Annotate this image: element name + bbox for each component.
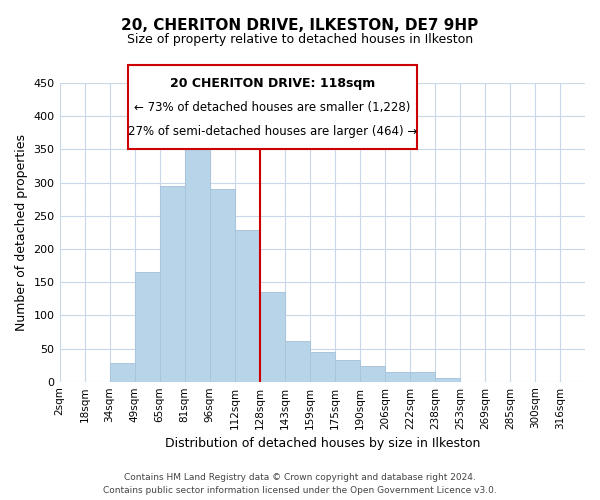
Text: ← 73% of detached houses are smaller (1,228): ← 73% of detached houses are smaller (1,…	[134, 101, 410, 114]
Text: 27% of semi-detached houses are larger (464) →: 27% of semi-detached houses are larger (…	[128, 125, 417, 138]
Bar	[185, 136, 209, 382]
Text: Size of property relative to detached houses in Ilkeston: Size of property relative to detached ho…	[127, 32, 473, 46]
Bar	[160, 186, 185, 382]
FancyBboxPatch shape	[128, 65, 417, 149]
Y-axis label: Number of detached properties: Number of detached properties	[15, 134, 28, 331]
Bar	[410, 372, 435, 382]
Text: 20 CHERITON DRIVE: 118sqm: 20 CHERITON DRIVE: 118sqm	[170, 77, 375, 90]
Text: 20, CHERITON DRIVE, ILKESTON, DE7 9HP: 20, CHERITON DRIVE, ILKESTON, DE7 9HP	[121, 18, 479, 32]
Bar	[435, 378, 460, 382]
Bar	[110, 363, 134, 382]
Bar	[310, 352, 335, 382]
Bar	[260, 292, 285, 382]
Bar	[335, 360, 360, 382]
Bar	[360, 366, 385, 382]
Text: Contains HM Land Registry data © Crown copyright and database right 2024.
Contai: Contains HM Land Registry data © Crown c…	[103, 473, 497, 495]
Bar	[285, 340, 310, 382]
Bar	[209, 190, 235, 382]
X-axis label: Distribution of detached houses by size in Ilkeston: Distribution of detached houses by size …	[164, 437, 480, 450]
Bar	[134, 272, 160, 382]
Bar	[235, 230, 260, 382]
Bar	[385, 372, 410, 382]
